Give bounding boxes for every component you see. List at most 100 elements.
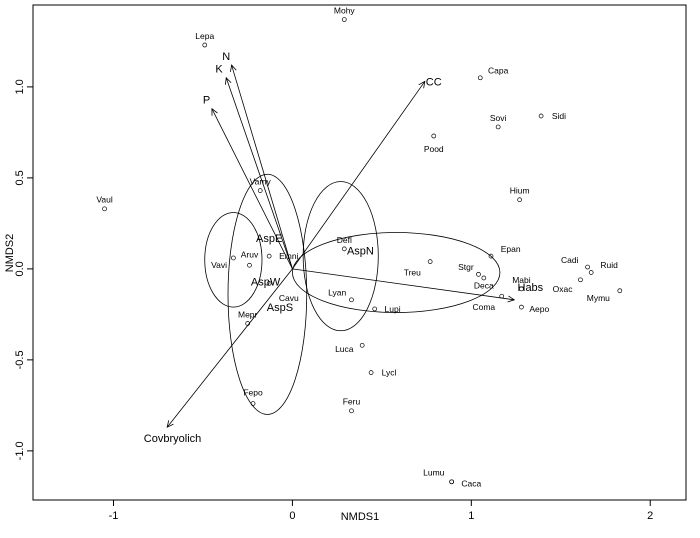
vector-arrow: [292, 81, 426, 270]
x-tick-label: 2: [647, 510, 653, 522]
site-point: [517, 197, 522, 203]
site-point: [585, 264, 590, 270]
vector-arrowhead: [166, 420, 174, 428]
group-ellipses: AspE AspN AspW AspS: [204, 173, 501, 415]
site-point: [476, 271, 481, 277]
site-label: Lepa: [195, 31, 214, 41]
site-label: Lycl: [382, 368, 397, 378]
vector-label: Covbryolich: [144, 433, 201, 445]
y-axis-label: NMDS2: [4, 234, 16, 273]
site-point: [538, 113, 544, 119]
x-tick-label: 0: [289, 510, 295, 522]
vector-arrow: [231, 64, 293, 269]
group-ellipse: [204, 212, 263, 308]
site-point: [499, 293, 505, 299]
site-point: [495, 124, 501, 130]
site-label: Coma: [472, 302, 495, 312]
site-label: Lumu: [423, 468, 445, 478]
site-point: [427, 259, 433, 264]
group-label: AspN: [347, 246, 374, 258]
site-point: [519, 286, 524, 292]
site-point: [266, 281, 272, 286]
site-label: Sidi: [552, 111, 566, 121]
site-point: [349, 408, 354, 414]
site-label: Caca: [461, 479, 481, 489]
site-label: Cavu: [279, 293, 299, 303]
vector-arrowhead: [418, 80, 426, 89]
vector-label: N: [222, 51, 230, 63]
y-axis: -1.0 -0.5 0.0 0.5 1.0: [14, 79, 33, 460]
group-ellipse: [302, 181, 379, 332]
vector-arrow: [292, 268, 515, 301]
site-points: Mohy Lepa Capa Sovi Sidi Pood Hium Vaul Vamy Defl…: [96, 5, 623, 489]
vector-arrowhead: [211, 107, 218, 116]
site-label: Lupi: [385, 304, 401, 314]
site-label: Epan: [501, 244, 521, 254]
site-label: Sovi: [490, 113, 507, 123]
vector-arrowhead: [225, 76, 232, 85]
site-point: [449, 479, 454, 485]
site-label: Mymu: [587, 293, 610, 303]
site-point: [341, 17, 347, 22]
y-tick-label: 0.0: [14, 261, 26, 276]
site-point: [247, 262, 252, 268]
group-label: AspS: [267, 302, 293, 314]
vector-label: K: [215, 64, 223, 76]
group-label: AspE: [256, 233, 282, 245]
site-point: [250, 401, 256, 406]
site-label: Emni: [279, 251, 298, 261]
site-point: [266, 253, 272, 259]
vector-label: P: [203, 95, 210, 107]
y-tick-label: 1.0: [14, 79, 26, 94]
site-label: Feru: [343, 397, 361, 407]
site-label: Aruv: [241, 249, 259, 259]
site-label: Vaul: [96, 195, 112, 205]
site-point: [231, 255, 236, 261]
site-label: Mepr: [238, 309, 258, 319]
site-point: [477, 75, 483, 81]
site-label: Mabi: [512, 275, 531, 285]
site-point: [341, 246, 347, 252]
site-label: Vavi: [211, 260, 227, 270]
site-label: Fepo: [243, 388, 263, 398]
site-point: [519, 304, 524, 310]
x-tick-label: -1: [109, 510, 119, 522]
site-point: [359, 342, 365, 348]
site-point: [578, 277, 583, 283]
x-axis: -1 0 1 2: [109, 500, 653, 522]
site-label: Lyan: [328, 288, 346, 298]
site-label: Ruid: [600, 260, 618, 270]
vector-arrow: [211, 108, 293, 270]
y-tick-label: -1.0: [14, 441, 26, 460]
x-axis-label: NMDS1: [341, 511, 380, 523]
site-label: Treu: [404, 268, 421, 278]
y-tick-label: 0.5: [14, 170, 26, 185]
site-label: Deca: [474, 280, 494, 290]
site-label: Oxac: [553, 284, 574, 294]
group-label: AspW: [251, 277, 281, 289]
site-point: [431, 133, 437, 139]
site-point: [372, 306, 378, 312]
vector-label: Habs: [518, 282, 544, 294]
vector-arrowhead: [230, 64, 237, 73]
site-label: Capa: [488, 66, 509, 76]
site-label: Vamy: [250, 177, 272, 187]
site-point: [257, 188, 263, 193]
x-tick-label: 1: [468, 510, 474, 522]
site-point: [245, 321, 251, 326]
group-ellipse: [292, 232, 501, 313]
site-point: [349, 297, 354, 303]
site-label: Stgr: [458, 262, 474, 272]
site-label: Cadi: [561, 255, 579, 265]
vector-arrow: [225, 77, 293, 270]
site-label: Mohy: [334, 5, 356, 15]
vector-arrow: [166, 268, 293, 428]
y-tick-label: -0.5: [14, 350, 26, 369]
site-label: Pood: [424, 144, 444, 154]
site-point: [368, 370, 374, 375]
vector-label: CC: [426, 76, 442, 88]
group-ellipse: [227, 173, 308, 415]
site-point: [481, 275, 487, 281]
plot-frame: [32, 4, 687, 501]
